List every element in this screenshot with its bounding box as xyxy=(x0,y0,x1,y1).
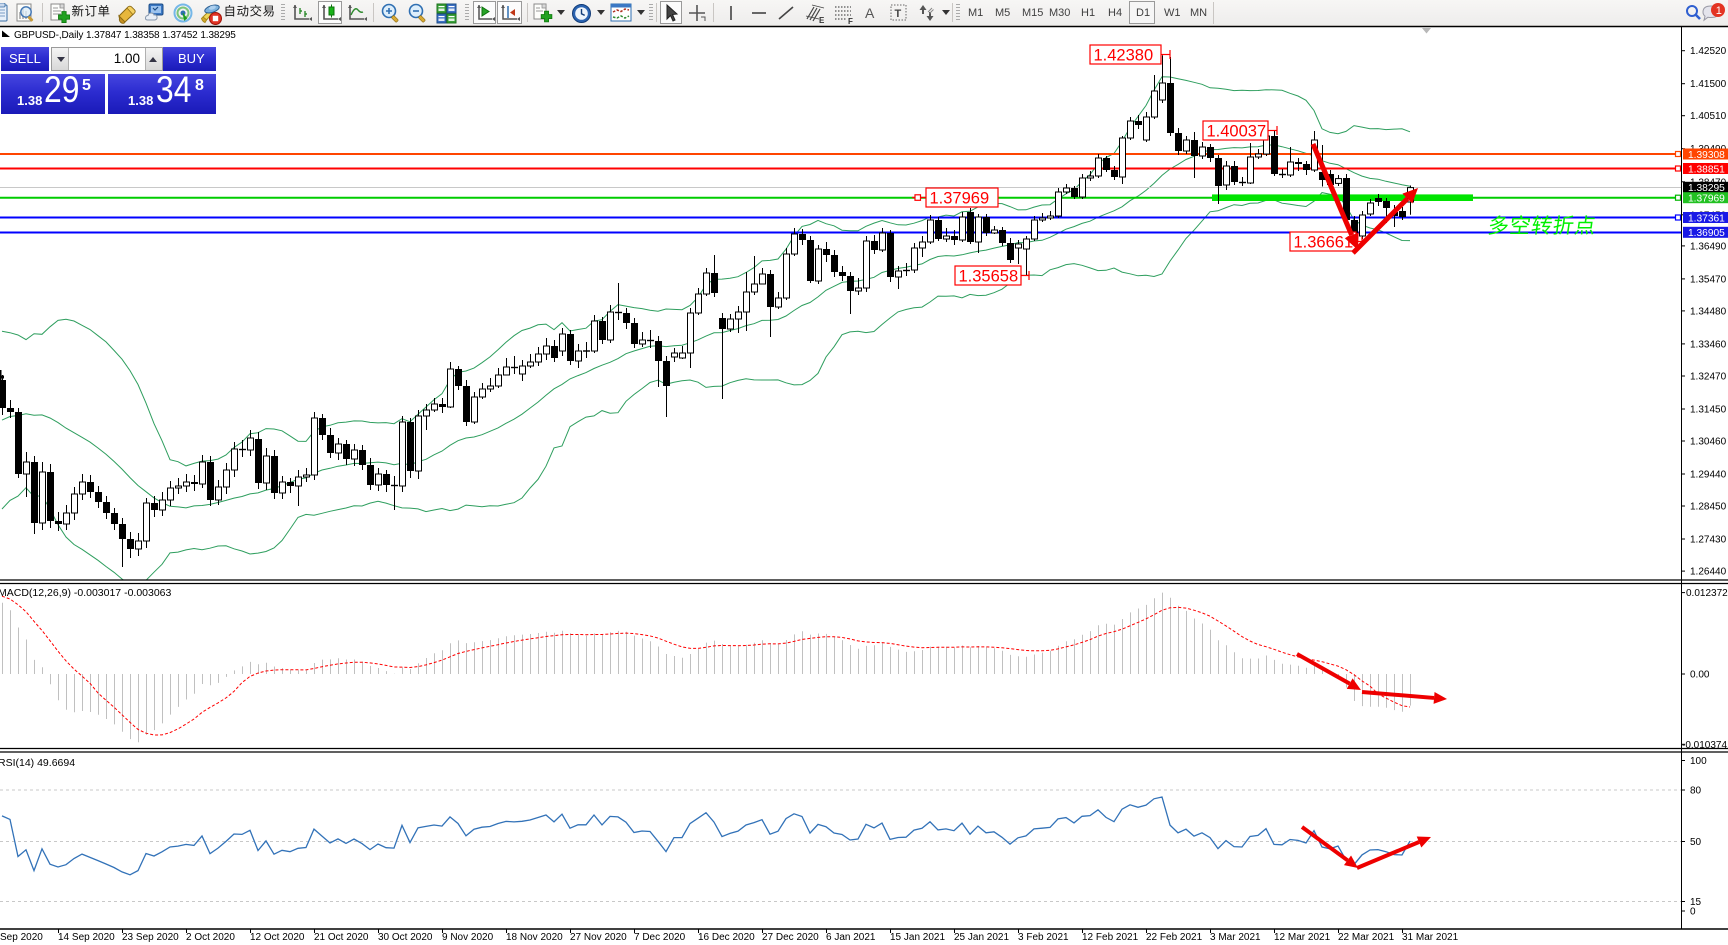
svg-text:12 Feb 2021: 12 Feb 2021 xyxy=(1082,932,1139,943)
svg-text:100: 100 xyxy=(1690,756,1707,767)
svg-text:7 Dec 2020: 7 Dec 2020 xyxy=(634,932,686,943)
svg-text:1.37969: 1.37969 xyxy=(930,190,990,208)
svg-text:3 Feb 2021: 3 Feb 2021 xyxy=(1018,932,1069,943)
svg-text:0: 0 xyxy=(1690,907,1696,918)
svg-text:-0.010374: -0.010374 xyxy=(1682,740,1727,751)
svg-text:1.31450: 1.31450 xyxy=(1690,405,1727,416)
svg-text:1.36661: 1.36661 xyxy=(1294,234,1354,252)
svg-text:1.36490: 1.36490 xyxy=(1690,241,1727,252)
svg-text:3 Mar 2021: 3 Mar 2021 xyxy=(1210,932,1261,943)
svg-text:RSI(14) 49.6694: RSI(14) 49.6694 xyxy=(0,757,75,769)
svg-text:22 Mar 2021: 22 Mar 2021 xyxy=(1338,932,1395,943)
svg-text:14 Sep 2020: 14 Sep 2020 xyxy=(58,932,115,943)
svg-text:2 Oct 2020: 2 Oct 2020 xyxy=(186,932,235,943)
svg-text:1.28450: 1.28450 xyxy=(1690,502,1727,513)
svg-text:1.35470: 1.35470 xyxy=(1690,274,1727,285)
svg-text:Sep 2020: Sep 2020 xyxy=(0,932,43,943)
svg-text:1: 1 xyxy=(1716,5,1722,17)
svg-text:1.32470: 1.32470 xyxy=(1690,372,1727,383)
svg-text:1.30460: 1.30460 xyxy=(1690,437,1727,448)
svg-text:1.35658: 1.35658 xyxy=(959,268,1019,286)
svg-text:0.012372: 0.012372 xyxy=(1686,588,1728,599)
svg-text:50: 50 xyxy=(1690,837,1702,848)
svg-text:1.36905: 1.36905 xyxy=(1688,228,1725,239)
svg-text:1.38295: 1.38295 xyxy=(1688,183,1725,194)
svg-text:21 Oct 2020: 21 Oct 2020 xyxy=(314,932,369,943)
svg-text:27 Nov 2020: 27 Nov 2020 xyxy=(570,932,627,943)
svg-text:15: 15 xyxy=(1690,897,1702,908)
svg-text:18 Nov 2020: 18 Nov 2020 xyxy=(506,932,563,943)
svg-text:12 Oct 2020: 12 Oct 2020 xyxy=(250,932,305,943)
svg-text:80: 80 xyxy=(1690,786,1702,797)
svg-text:1.42520: 1.42520 xyxy=(1690,46,1727,57)
svg-text:23 Sep 2020: 23 Sep 2020 xyxy=(122,932,179,943)
svg-text:9 Nov 2020: 9 Nov 2020 xyxy=(442,932,494,943)
svg-text:1.29440: 1.29440 xyxy=(1690,470,1727,481)
svg-text:16 Dec 2020: 16 Dec 2020 xyxy=(698,932,755,943)
svg-text:1.37969: 1.37969 xyxy=(1688,194,1725,205)
svg-text:1.40037: 1.40037 xyxy=(1207,123,1267,141)
svg-text:30 Oct 2020: 30 Oct 2020 xyxy=(378,932,433,943)
svg-text:1.39308: 1.39308 xyxy=(1688,150,1725,161)
svg-text:1.27430: 1.27430 xyxy=(1690,535,1727,546)
svg-text:F: F xyxy=(848,17,853,25)
svg-text:15 Jan 2021: 15 Jan 2021 xyxy=(890,932,945,943)
svg-text:1.40510: 1.40510 xyxy=(1690,111,1727,122)
svg-text:22 Feb 2021: 22 Feb 2021 xyxy=(1146,932,1203,943)
svg-text:T: T xyxy=(895,8,902,20)
svg-text:E: E xyxy=(819,16,825,25)
svg-text:6 Jan 2021: 6 Jan 2021 xyxy=(826,932,876,943)
svg-text:MACD(12,26,9) -0.003017 -0.003: MACD(12,26,9) -0.003017 -0.003063 xyxy=(0,587,172,599)
svg-text:GBPUSD-,Daily 1.37847 1.38358: GBPUSD-,Daily 1.37847 1.38358 1.37452 1.… xyxy=(14,30,236,41)
svg-text:1.34480: 1.34480 xyxy=(1690,306,1727,317)
svg-text:1.26440: 1.26440 xyxy=(1690,567,1727,578)
svg-text:1.42380: 1.42380 xyxy=(1094,47,1154,65)
svg-text:1.38851: 1.38851 xyxy=(1688,164,1725,175)
svg-text:12 Mar 2021: 12 Mar 2021 xyxy=(1274,932,1331,943)
svg-text:0.00: 0.00 xyxy=(1690,670,1710,681)
svg-text:31 Mar 2021: 31 Mar 2021 xyxy=(1402,932,1459,943)
svg-text:25 Jan 2021: 25 Jan 2021 xyxy=(954,932,1009,943)
svg-text:1.37361: 1.37361 xyxy=(1688,213,1725,224)
svg-text:1.41500: 1.41500 xyxy=(1690,79,1727,90)
svg-text:1.33460: 1.33460 xyxy=(1690,339,1727,350)
svg-text:27 Dec 2020: 27 Dec 2020 xyxy=(762,932,819,943)
